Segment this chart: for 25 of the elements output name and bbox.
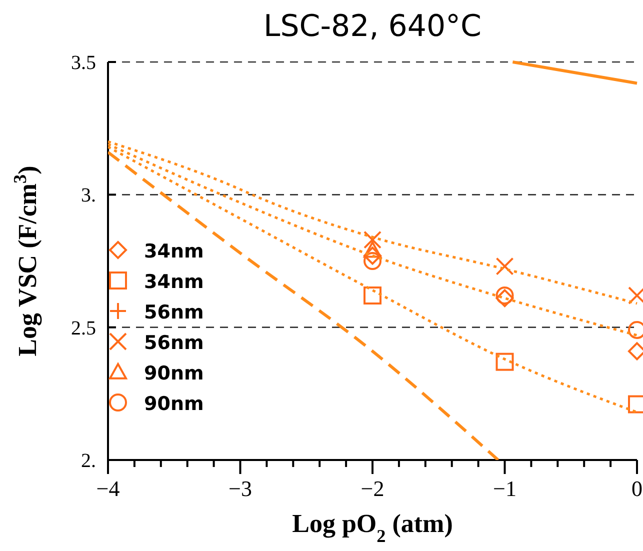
point: [364, 252, 382, 270]
legend-label: 34nm: [144, 240, 204, 263]
y-tick-label: 2.: [81, 450, 96, 472]
point: [496, 257, 514, 276]
point: [364, 241, 382, 258]
x-axis-title: Log pO$_{2}$ (atm): [292, 509, 453, 546]
x-tick-label: −4: [96, 476, 120, 501]
line-series: [108, 150, 500, 460]
y-tick-label: 3.: [81, 184, 96, 207]
legend-label: 56nm: [144, 332, 204, 354]
legend-label: 90nm: [144, 362, 204, 385]
point: [496, 352, 514, 371]
x-tick-label: 0: [632, 476, 642, 501]
point: [496, 286, 514, 304]
x-tick-label: −3: [228, 476, 252, 501]
y-tick-label: 2.5: [71, 317, 96, 340]
point: [364, 230, 382, 249]
y-tick-label: 3.5: [71, 52, 96, 74]
chart-title: LSC-82, 640°C: [264, 9, 482, 44]
x-tick-label: −2: [360, 476, 384, 501]
legend-label: 56nm: [144, 302, 204, 324]
legend-label: 90nm: [144, 393, 204, 416]
x-tick-label: −1: [493, 476, 516, 501]
legend-label: 34nm: [144, 271, 204, 294]
point: [364, 286, 382, 304]
